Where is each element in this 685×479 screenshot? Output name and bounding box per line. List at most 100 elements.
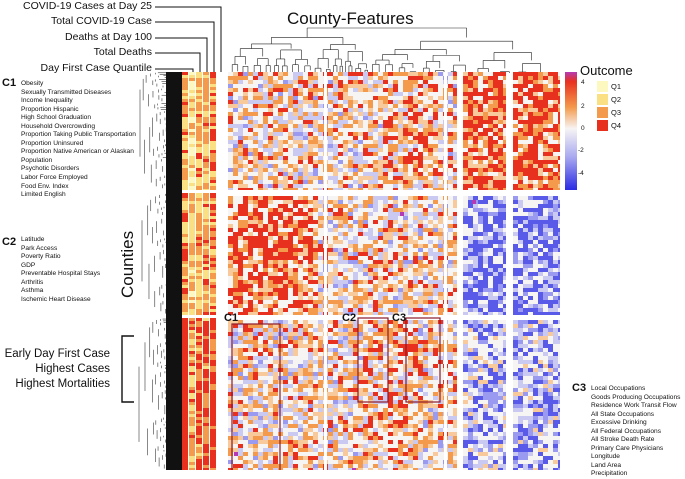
outcome-cell: [203, 414, 209, 417]
heatmap-cell: [348, 160, 353, 164]
heatmap-cell: [293, 340, 298, 344]
heatmap-cell: [373, 120, 378, 124]
outcome-cell: [182, 249, 188, 252]
heatmap-cell: [283, 420, 288, 424]
heatmap-cell: [258, 140, 263, 144]
heatmap-cell: [308, 444, 313, 448]
heatmap-cell: [313, 88, 318, 92]
heatmap-cell: [243, 100, 248, 104]
heatmap-cell: [338, 104, 343, 108]
heatmap-cell: [308, 232, 313, 236]
heatmap-cell: [283, 144, 288, 148]
heatmap-cell: [283, 412, 288, 416]
heatmap-cell: [378, 212, 383, 216]
heatmap-cell: [238, 356, 243, 360]
heatmap-cell: [348, 424, 353, 428]
heatmap-cell: [353, 280, 358, 284]
heatmap-cell: [388, 344, 393, 348]
heatmap-cell: [268, 200, 273, 204]
outcome-cell: [210, 96, 216, 99]
heatmap-cell: [363, 336, 368, 340]
heatmap-cell: [408, 220, 413, 224]
heatmap-cell: [403, 244, 408, 248]
outcome-cell: [182, 354, 188, 357]
heatmap-cell: [353, 220, 358, 224]
outcome-cell: [203, 357, 209, 360]
heatmap-cell: [383, 388, 388, 392]
heatmap-cell: [403, 412, 408, 416]
heatmap-cell: [278, 136, 283, 140]
heatmap-cell: [233, 252, 238, 256]
heatmap-cell: [358, 336, 363, 340]
heatmap-cell: [233, 384, 238, 388]
outcome-cell: [196, 297, 202, 300]
heatmap-cell: [348, 284, 353, 288]
heatmap-cell: [313, 96, 318, 100]
outcome-cell: [182, 357, 188, 360]
heatmap-cell: [353, 212, 358, 216]
heatmap-cell: [298, 80, 303, 84]
heatmap-cell: [398, 220, 403, 224]
heatmap-cell: [338, 148, 343, 152]
heatmap-cell: [373, 320, 378, 324]
outcome-cell: [196, 285, 202, 288]
heatmap-cell: [303, 380, 308, 384]
heatmap-cell: [268, 104, 273, 108]
heatmap-cell: [378, 388, 383, 392]
heatmap-cell: [388, 420, 393, 424]
heatmap-cell: [413, 168, 418, 172]
outcome-cell: [210, 297, 216, 300]
heatmap-cell: [248, 244, 253, 248]
heatmap-cell: [288, 360, 293, 364]
heatmap-cell: [413, 220, 418, 224]
heatmap-cell: [288, 340, 293, 344]
outcome-cell: [182, 162, 188, 165]
heatmap-cell: [273, 72, 278, 76]
outcome-cell: [189, 186, 195, 189]
outcome-cell: [182, 297, 188, 300]
heatmap-cell: [333, 384, 338, 388]
heatmap-cell: [328, 176, 333, 180]
outcome-cell: [210, 144, 216, 147]
heatmap-cell: [338, 304, 343, 308]
heatmap-cell: [343, 392, 348, 396]
heatmap-cell: [243, 432, 248, 436]
heatmap-cell: [368, 436, 373, 440]
heatmap-cell: [368, 384, 373, 388]
outcome-cell: [182, 87, 188, 90]
heatmap-cell: [308, 324, 313, 328]
heatmap-cell: [378, 184, 383, 188]
heatmap-cell: [298, 248, 303, 252]
heatmap-cell: [383, 324, 388, 328]
heatmap-cell: [348, 360, 353, 364]
heatmap-cell: [328, 248, 333, 252]
heatmap-cell: [393, 160, 398, 164]
heatmap-cell: [253, 180, 258, 184]
outcome-cell: [196, 438, 202, 441]
heatmap-cell: [283, 384, 288, 388]
heatmap-cell: [343, 88, 348, 92]
heatmap-cell: [298, 460, 303, 464]
heatmap-cell: [348, 420, 353, 424]
heatmap-cell: [268, 432, 273, 436]
outcome-cell: [182, 99, 188, 102]
outcome-cell: [182, 153, 188, 156]
heatmap-cell: [253, 96, 258, 100]
heatmap-cell: [263, 376, 268, 380]
heatmap-cell: [313, 336, 318, 340]
heatmap-cell: [333, 364, 338, 368]
outcome-cell: [196, 129, 202, 132]
outcome-cell: [196, 195, 202, 198]
heatmap-cell: [308, 264, 313, 268]
heatmap-cell: [298, 132, 303, 136]
heatmap-cell: [353, 396, 358, 400]
heatmap-cell: [278, 224, 283, 228]
heatmap-cell: [378, 392, 383, 396]
outcome-cell: [203, 288, 209, 291]
heatmap-cell: [308, 404, 313, 408]
heatmap-cell: [238, 440, 243, 444]
heatmap-cell: [228, 176, 233, 180]
heatmap-cell: [393, 248, 398, 252]
heatmap-cell: [248, 376, 253, 380]
heatmap-cell: [398, 340, 403, 344]
